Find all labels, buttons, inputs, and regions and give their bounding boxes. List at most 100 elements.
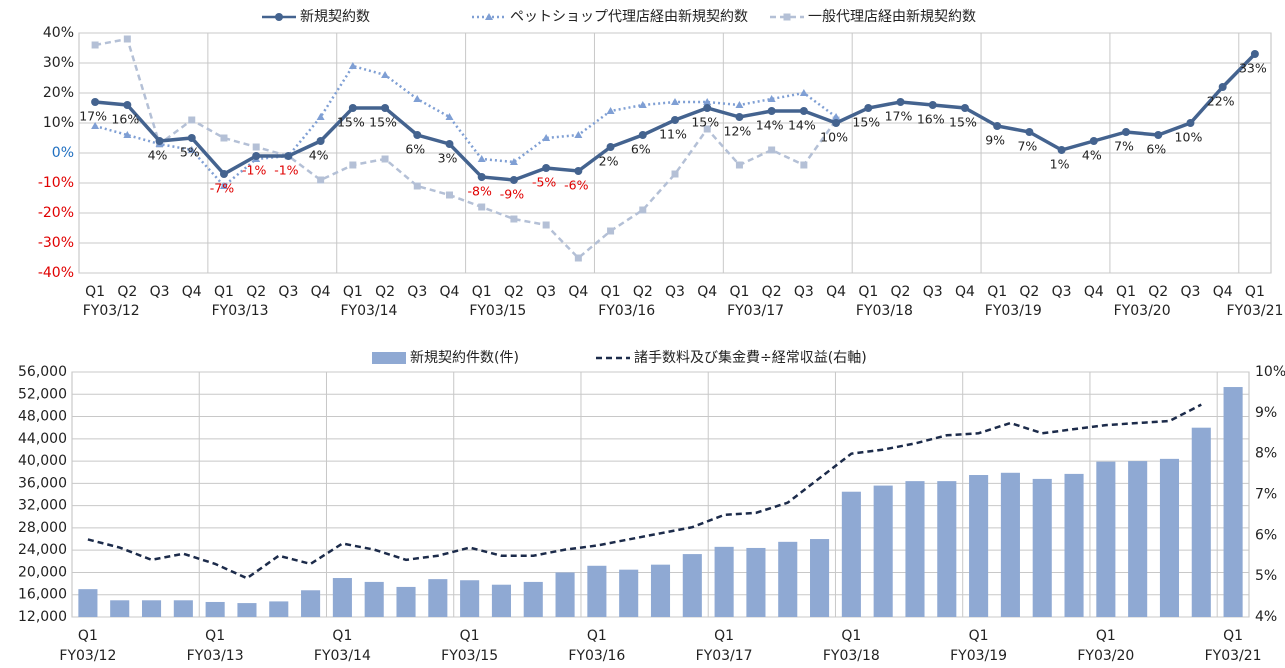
bar — [969, 475, 989, 617]
marker — [703, 104, 712, 112]
y-tick-label: 40% — [43, 25, 74, 41]
marker — [1122, 128, 1131, 136]
bar — [460, 580, 480, 617]
y-tick-label: 48,000 — [18, 409, 67, 425]
marker — [413, 131, 422, 139]
marker — [671, 98, 679, 105]
data-label: 5% — [180, 145, 200, 160]
marker — [960, 104, 969, 112]
x-tick-label: Q3 — [665, 284, 685, 300]
marker — [638, 131, 647, 139]
marker — [1057, 146, 1066, 154]
x-tick-label: Q2 — [117, 284, 137, 300]
x-tick-label: Q1 — [472, 284, 492, 300]
marker — [188, 116, 196, 124]
x-tick-label: Q4 — [440, 284, 460, 300]
x-tick-label: Q3 — [407, 284, 427, 300]
marker — [220, 134, 228, 142]
x-tick-label: Q1 — [714, 628, 734, 644]
marker — [542, 221, 550, 229]
marker — [832, 113, 841, 120]
x-tick-label: Q1 — [1223, 628, 1243, 644]
data-label: 4% — [309, 148, 329, 163]
series-line — [94, 64, 837, 188]
bar — [173, 600, 193, 617]
data-label: 4% — [1082, 148, 1102, 163]
bar — [1064, 473, 1084, 617]
legend-label: 新規契約件数(件) — [410, 350, 519, 366]
legend-label: ペットショップ代理店経由新規契約数 — [510, 9, 748, 25]
marker — [187, 134, 196, 142]
year-label: FY03/21 — [1205, 648, 1262, 664]
marker — [381, 104, 390, 112]
data-label: 16% — [917, 112, 945, 127]
marker — [896, 98, 905, 106]
y2-tick-label: 8% — [1255, 446, 1277, 462]
bar — [491, 584, 511, 617]
year-label: FY03/20 — [1114, 303, 1171, 319]
marker — [1218, 83, 1227, 91]
data-label: 14% — [756, 118, 784, 133]
x-tick-label: Q1 — [969, 628, 989, 644]
data-label: 3% — [438, 151, 458, 166]
legend-label: 新規契約数 — [300, 9, 370, 25]
marker — [832, 119, 841, 127]
bar — [428, 579, 448, 617]
y-tick-label: -10% — [38, 175, 74, 191]
bar — [555, 572, 575, 617]
data-label: 15% — [691, 115, 719, 130]
data-label: -9% — [500, 187, 524, 202]
bar — [587, 565, 607, 617]
y2-tick-label: 5% — [1255, 568, 1277, 584]
bar — [301, 590, 321, 617]
bar — [778, 541, 798, 617]
y-tick-label: -20% — [38, 205, 74, 221]
bar — [905, 481, 925, 617]
bar — [682, 554, 702, 617]
data-label: 4% — [148, 148, 168, 163]
x-tick-label: Q1 — [587, 628, 607, 644]
data-label: 9% — [985, 133, 1005, 148]
bar — [1223, 387, 1243, 617]
bar — [110, 600, 130, 617]
marker — [768, 146, 776, 154]
x-tick-label: Q4 — [1084, 284, 1104, 300]
marker — [542, 134, 551, 141]
data-label: -6% — [564, 178, 588, 193]
marker — [671, 116, 679, 124]
marker — [606, 143, 615, 151]
bar — [237, 603, 257, 617]
y-tick-label: 16,000 — [18, 587, 67, 603]
data-label: 22% — [1207, 94, 1235, 109]
year-label: FY03/17 — [727, 303, 784, 319]
x-tick-label: Q3 — [923, 284, 943, 300]
x-tick-label: Q1 — [1096, 628, 1116, 644]
bar — [650, 564, 671, 617]
x-tick-label: Q1 — [858, 284, 878, 300]
marker — [799, 107, 808, 115]
data-label: 12% — [724, 124, 752, 139]
marker — [767, 95, 776, 102]
y-tick-label: 10% — [43, 115, 74, 131]
marker — [123, 101, 132, 109]
marker — [445, 140, 454, 148]
x-tick-label: Q1 — [987, 284, 1007, 300]
legend-swatch — [372, 352, 406, 364]
marker — [413, 182, 421, 190]
marker — [91, 41, 99, 49]
data-label: 15% — [949, 115, 977, 130]
marker — [799, 89, 808, 96]
x-tick-label: Q2 — [504, 284, 524, 300]
series-line — [94, 37, 838, 260]
bar — [841, 491, 861, 617]
y2-tick-label: 9% — [1255, 405, 1277, 421]
bar — [1191, 427, 1211, 617]
x-tick-label: Q4 — [1213, 284, 1233, 300]
year-label: FY03/14 — [314, 648, 371, 664]
year-label: FY03/13 — [212, 303, 269, 319]
y2-tick-label: 10% — [1255, 364, 1285, 380]
data-label: 6% — [631, 142, 651, 157]
x-tick-label: Q1 — [1116, 284, 1136, 300]
data-label: -5% — [532, 175, 556, 190]
